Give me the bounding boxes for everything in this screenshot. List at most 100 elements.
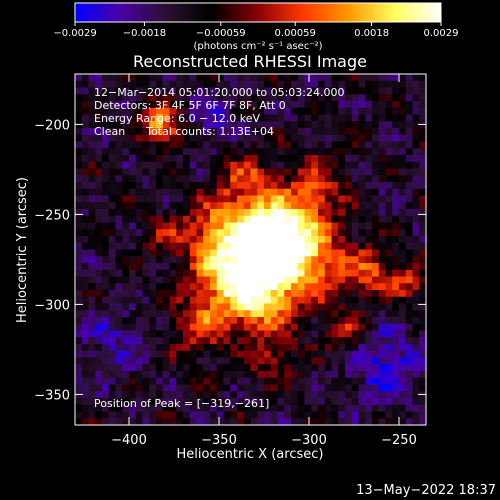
heatmap-cell (95, 350, 103, 359)
heatmap-cell (284, 296, 292, 305)
heatmap-cell (250, 330, 258, 338)
heatmap-cell (216, 350, 225, 359)
heatmap-cell (149, 337, 157, 345)
heatmap-cell (372, 74, 380, 82)
heatmap-cell (318, 80, 326, 89)
heatmap-cell (75, 337, 83, 345)
heatmap-cell (277, 107, 285, 116)
heatmap-cell (183, 161, 191, 170)
heatmap-cell (331, 236, 339, 244)
heatmap-cell (365, 263, 373, 271)
heatmap-cell (338, 371, 346, 379)
heatmap-cell (297, 350, 306, 359)
heatmap-cell (149, 148, 157, 156)
heatmap-cell (81, 391, 90, 399)
heatmap-cell (223, 107, 231, 116)
heatmap-cell (156, 107, 164, 116)
heatmap-cell (324, 350, 333, 359)
heatmap-cell (297, 94, 306, 102)
heatmap-cell (183, 276, 191, 284)
heatmap-cell (169, 404, 177, 413)
heatmap-cell (419, 317, 427, 325)
heatmap-cell (304, 182, 312, 190)
heatmap-cell (284, 229, 292, 237)
heatmap-cell (75, 364, 83, 372)
heatmap-cell (149, 256, 157, 264)
heatmap-cell (169, 283, 177, 291)
heatmap-cell (297, 229, 306, 237)
heatmap-cell (135, 296, 144, 305)
heatmap-cell (304, 107, 312, 116)
heatmap-cell (405, 121, 414, 129)
heatmap-cell (169, 175, 177, 183)
heatmap-cell (216, 283, 225, 291)
heatmap-cell (156, 391, 164, 399)
heatmap-cell (324, 256, 333, 264)
heatmap-cell (196, 209, 204, 217)
heatmap-cell (304, 323, 312, 332)
heatmap-cell (75, 222, 83, 230)
heatmap-cell (183, 290, 191, 298)
heatmap-cell (156, 411, 164, 419)
heatmap-cell (399, 141, 407, 149)
heatmap-cell (210, 371, 218, 379)
heatmap-cell (331, 350, 339, 359)
heatmap-cell (297, 242, 306, 251)
heatmap-cell (365, 411, 373, 419)
heatmap-cell (372, 222, 380, 230)
heatmap-cell (176, 128, 184, 136)
heatmap-cell (419, 168, 427, 176)
annotations: 12−Mar−2014 05:01:20.000 to 05:03:24.000… (94, 86, 345, 410)
heatmap-cell (345, 371, 353, 379)
heatmap-cell (230, 209, 238, 217)
heatmap-cell (405, 391, 414, 399)
heatmap-cell (331, 276, 339, 284)
heatmap-cell (338, 384, 346, 392)
heatmap-cell (183, 188, 191, 197)
heatmap-cell (284, 330, 292, 338)
heatmap-cell (358, 391, 366, 399)
heatmap-cell (304, 128, 312, 136)
heatmap-cell (230, 195, 238, 203)
heatmap-cell (142, 418, 150, 426)
heatmap-cell (216, 121, 225, 129)
heatmap-cell (135, 87, 144, 95)
heatmap-cell (203, 134, 211, 143)
heatmap-cell (223, 141, 231, 149)
heatmap-cell (243, 242, 252, 251)
heatmap-cell (169, 87, 177, 95)
heatmap-cell (324, 249, 333, 257)
heatmap-cell (318, 236, 326, 244)
heatmap-cell (237, 404, 245, 413)
heatmap-cell (135, 398, 144, 406)
heatmap-cell (196, 222, 204, 230)
heatmap-cell (291, 195, 299, 203)
heatmap-cell (95, 94, 103, 102)
heatmap-cell (318, 121, 326, 129)
heatmap-cell (311, 229, 319, 237)
heatmap-cell (297, 141, 306, 149)
heatmap-cell (183, 134, 191, 143)
heatmap-cell (372, 323, 380, 332)
heatmap-cell (284, 249, 292, 257)
heatmap-cell (270, 371, 279, 379)
heatmap-cell (405, 384, 414, 392)
heatmap-cell (81, 377, 90, 386)
heatmap-cell (95, 296, 103, 305)
heatmap-cell (378, 290, 387, 298)
heatmap-cell (318, 296, 326, 305)
heatmap-cell (331, 249, 339, 257)
heatmap-cell (81, 296, 90, 305)
heatmap-cell (250, 303, 258, 311)
heatmap-cell (378, 161, 387, 170)
y-tick-label: −200 (34, 118, 70, 133)
heatmap-cell (95, 357, 103, 365)
heatmap-cell (156, 310, 164, 318)
heatmap-cell (230, 168, 238, 176)
heatmap-cell (135, 323, 144, 332)
heatmap-cell (115, 398, 123, 406)
heatmap-cell (243, 317, 252, 325)
heatmap-cell (102, 94, 110, 102)
heatmap-cell (108, 114, 117, 122)
heatmap-cell (196, 263, 204, 271)
